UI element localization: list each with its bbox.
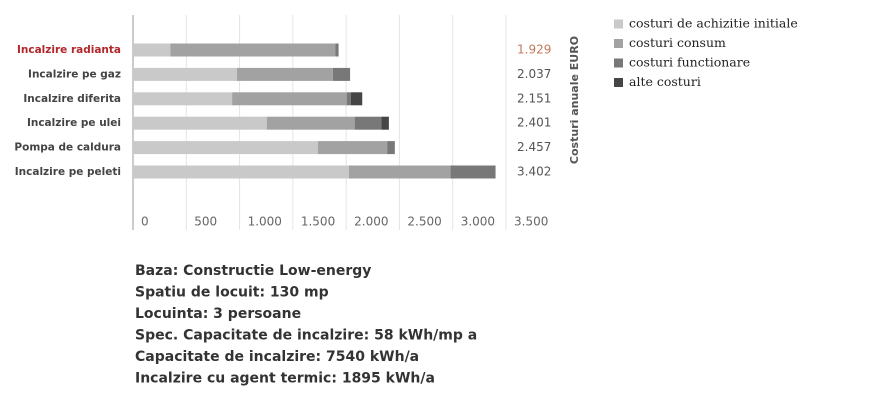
total-label: 2.457 <box>517 140 551 154</box>
x-tick-label: 3.500 <box>514 215 548 229</box>
bar-segment <box>346 92 351 106</box>
bar-segment <box>450 165 496 179</box>
total-label: 2.401 <box>517 116 551 130</box>
bar-segment <box>133 92 233 106</box>
legend-label: alte costuri <box>629 74 701 89</box>
category-label: Incalzire diferita <box>23 93 121 105</box>
bar-segment <box>266 116 355 130</box>
legend-label: costuri functionare <box>629 55 750 70</box>
total-label: 2.151 <box>517 91 551 105</box>
legend-swatch <box>614 78 623 87</box>
bar-segment <box>133 141 318 155</box>
legend-swatch <box>614 58 623 68</box>
x-tick-label: 0 <box>141 215 149 229</box>
category-label: Incalzire radianta <box>17 44 121 56</box>
legend-swatch <box>614 19 623 29</box>
bar-segment <box>236 67 333 81</box>
total-label: 3.402 <box>517 165 551 179</box>
note: Spatiu de locuit: 130 mp <box>135 285 329 301</box>
bar-segment <box>317 141 388 155</box>
category-label: Incalzire pe peleti <box>15 166 121 178</box>
bar-segment <box>354 116 382 130</box>
bar-segment <box>350 92 363 106</box>
x-tick-label: 500 <box>194 215 217 229</box>
bar-segment <box>133 165 349 179</box>
note: Locuinta: 3 persoane <box>135 306 301 322</box>
bar-segment <box>133 116 267 130</box>
bar-segment <box>348 165 451 179</box>
legend-swatch <box>614 39 623 48</box>
bar-segment <box>170 43 336 57</box>
note: Capacitate de incalzire: 7540 kWh/a <box>135 349 419 365</box>
category-label: Pompa de caldura <box>14 142 121 154</box>
total-label: 2.037 <box>517 67 551 81</box>
legend-label: costuri consum <box>629 35 726 50</box>
legend-label: costuri de achizitie initiale <box>629 16 798 31</box>
category-label: Incalzire pe ulei <box>27 117 121 129</box>
y-axis-label: Costuri anuale EURO <box>568 36 581 164</box>
x-tick-label: 3.000 <box>461 215 495 229</box>
bar-segment <box>335 43 339 57</box>
bar-segment <box>133 67 237 81</box>
note: Spec. Capacitate de incalzire: 58 kWh/mp… <box>135 328 477 344</box>
x-tick-label: 2.500 <box>407 215 441 229</box>
bar-segment <box>387 141 395 155</box>
bar-segment <box>133 43 171 57</box>
total-label: 1.929 <box>517 43 551 57</box>
category-label: Incalzire pe gaz <box>28 68 121 80</box>
x-tick-label: 1.000 <box>248 215 282 229</box>
note: Baza: Constructie Low-energy <box>135 263 371 279</box>
bar-segment <box>232 92 347 106</box>
x-tick-label: 2.000 <box>354 215 388 229</box>
bar-segment <box>381 116 389 130</box>
note: Incalzire cu agent termic: 1895 kWh/a <box>135 371 435 387</box>
bar-segment <box>332 67 351 81</box>
x-tick-label: 1.500 <box>301 215 335 229</box>
